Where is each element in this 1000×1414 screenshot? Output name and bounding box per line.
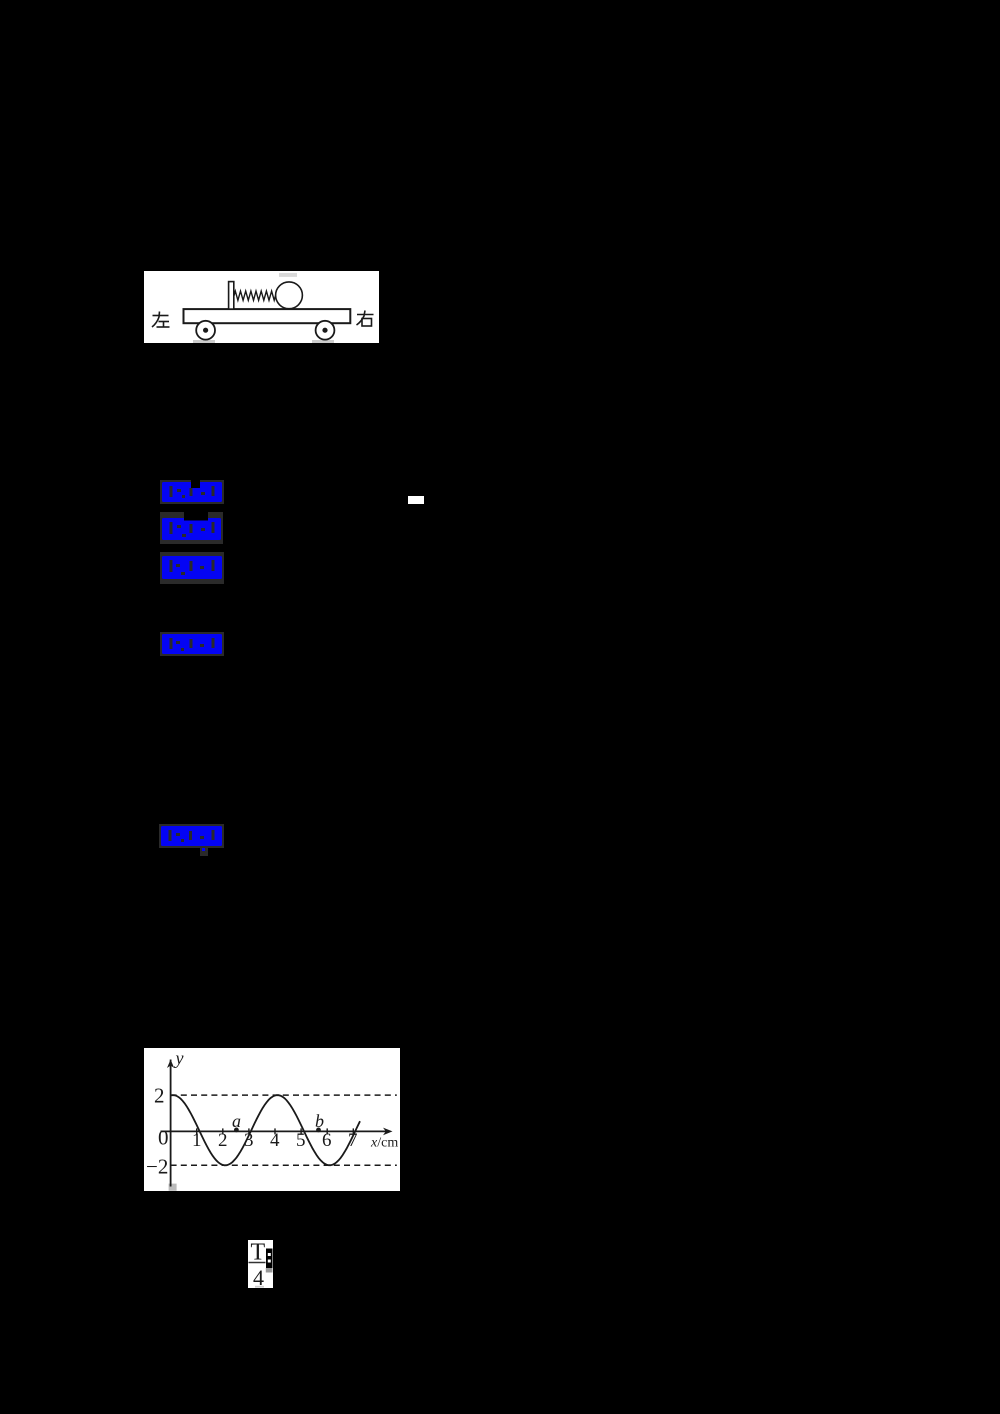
svg-text:0: 0 bbox=[158, 1126, 169, 1150]
svg-text:3: 3 bbox=[244, 1130, 254, 1151]
svg-text:x/cm: x/cm bbox=[370, 1136, 398, 1151]
svg-text:4: 4 bbox=[270, 1130, 280, 1151]
svg-text:6: 6 bbox=[322, 1130, 332, 1151]
svg-text:7: 7 bbox=[348, 1130, 358, 1151]
svg-text:a: a bbox=[232, 1111, 241, 1131]
svg-text:2: 2 bbox=[154, 1084, 165, 1108]
svg-text:4: 4 bbox=[253, 1265, 264, 1288]
svg-text:b: b bbox=[315, 1111, 324, 1131]
svg-text:y: y bbox=[174, 1048, 184, 1068]
svg-text:1: 1 bbox=[192, 1130, 202, 1151]
svg-text:T: T bbox=[251, 1240, 266, 1266]
svg-text:−2: −2 bbox=[146, 1155, 168, 1179]
svg-text:5: 5 bbox=[296, 1130, 306, 1151]
svg-text:2: 2 bbox=[218, 1130, 228, 1151]
